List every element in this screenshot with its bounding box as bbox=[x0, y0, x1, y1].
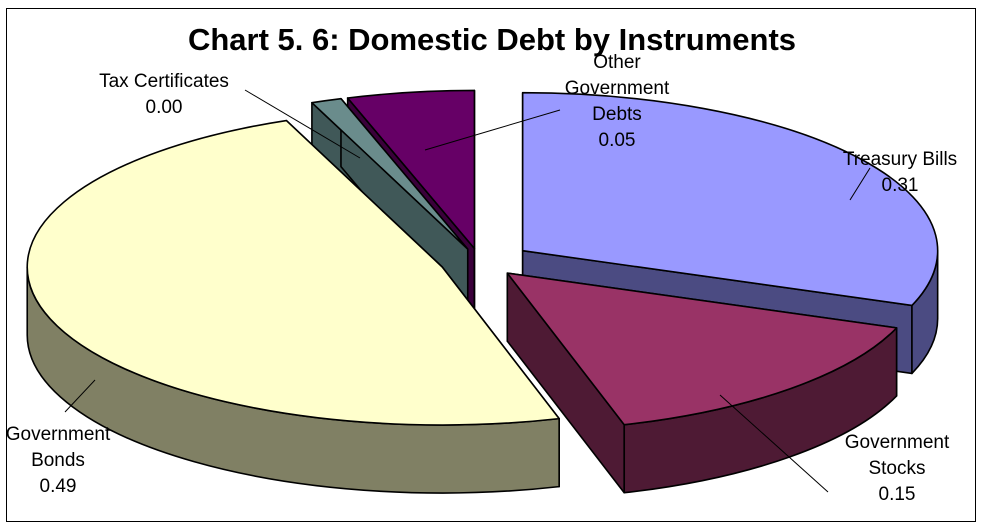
slice-label-0-0: Treasury Bills bbox=[843, 149, 957, 170]
slice-label-1-1: Stocks bbox=[868, 458, 925, 479]
slice-label-2-1: Bonds bbox=[31, 450, 85, 471]
slice-value-0: 0.31 bbox=[882, 175, 919, 196]
pie-wedge-1 bbox=[506, 272, 898, 494]
slice-value-3: 0.00 bbox=[146, 97, 183, 118]
slice-label-2-0: Government bbox=[6, 424, 111, 445]
slice-label-4-1: Government bbox=[565, 78, 670, 99]
pie-slice-3 bbox=[311, 97, 469, 250]
slice-label-4-2: Debts bbox=[592, 104, 642, 125]
slice-value-4: 0.05 bbox=[599, 130, 636, 151]
pie-slice-0 bbox=[521, 91, 939, 307]
slice-value-1: 0.15 bbox=[879, 484, 916, 505]
slice-value-2: 0.49 bbox=[40, 476, 77, 497]
leader-line-2 bbox=[64, 379, 96, 413]
slice-label-1-0: Government bbox=[845, 432, 950, 453]
slice-label-4-0: Other bbox=[593, 52, 641, 73]
pie-slice-2 bbox=[26, 119, 560, 426]
leader-line-0 bbox=[849, 167, 871, 201]
leader-line-4 bbox=[424, 109, 561, 151]
leader-line-3 bbox=[244, 89, 361, 159]
chart-title: Chart 5. 6: Domestic Debt by Instruments bbox=[187, 22, 797, 57]
slice-label-3-0: Tax Certificates bbox=[99, 71, 229, 92]
pie-slice-1 bbox=[506, 272, 898, 426]
pie-slice-4 bbox=[346, 89, 476, 250]
pie-wedge-2 bbox=[26, 119, 560, 494]
leader-line-1 bbox=[719, 394, 829, 493]
